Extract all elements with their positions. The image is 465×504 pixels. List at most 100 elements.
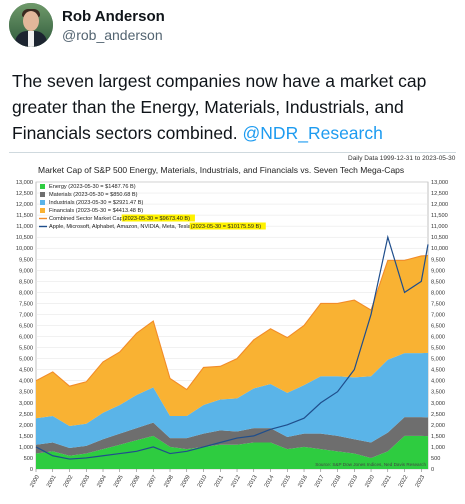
chart-source: Source: S&P Dow Jones Indices, Ned Davis… xyxy=(315,462,426,467)
y-tick-left: 9,500 xyxy=(19,257,33,263)
y-tick-right: 0 xyxy=(431,467,434,473)
y-tick-right: 2,500 xyxy=(431,412,445,418)
y-tick-left: 9,000 xyxy=(19,268,33,274)
x-tick-label: 2008 xyxy=(163,474,175,488)
y-tick-left: 12,500 xyxy=(16,191,33,197)
x-tick-label: 2019 xyxy=(348,474,360,488)
y-tick-right: 11,000 xyxy=(431,224,448,230)
y-tick-right: 9,500 xyxy=(431,257,445,263)
legend-value-highlight: (2023-05-30 = $10175.59 B) xyxy=(191,224,262,230)
x-tick-label: 2011 xyxy=(214,475,225,489)
x-tick-label: 2006 xyxy=(130,474,142,488)
x-tick-label: 2015 xyxy=(281,474,293,488)
y-tick-right: 2,000 xyxy=(431,423,445,429)
x-tick-label: 2009 xyxy=(180,474,192,488)
y-tick-left: 7,000 xyxy=(19,312,33,318)
y-tick-left: 3,000 xyxy=(19,401,33,407)
y-tick-right: 4,000 xyxy=(431,379,445,385)
y-tick-left: 8,500 xyxy=(19,279,33,285)
x-tick-label: 2021 xyxy=(381,474,393,488)
legend-value-highlight: (2023-05-30 = $9673.40 B) xyxy=(123,216,190,222)
x-tick-label: 2005 xyxy=(113,474,125,488)
x-tick-label: 2022 xyxy=(398,474,410,488)
y-tick-right: 8,500 xyxy=(431,279,445,285)
y-tick-right: 10,000 xyxy=(431,246,448,252)
y-tick-left: 1,000 xyxy=(19,445,33,451)
y-tick-left: 10,000 xyxy=(16,246,33,252)
y-tick-right: 6,500 xyxy=(431,324,445,330)
y-tick-left: 5,000 xyxy=(19,357,33,363)
tweet-header: Rob Anderson @rob_anderson xyxy=(0,0,465,56)
y-tick-right: 1,000 xyxy=(431,445,445,451)
x-tick-label: 2012 xyxy=(230,474,242,488)
y-tick-right: 12,500 xyxy=(431,191,448,197)
x-tick-label: 2007 xyxy=(147,474,159,488)
y-tick-left: 7,500 xyxy=(19,301,33,307)
author-handle[interactable]: @rob_anderson xyxy=(62,27,163,43)
legend-label: Materials (2023-05-30 = $850.68 B) xyxy=(49,192,138,198)
y-tick-right: 3,000 xyxy=(431,401,445,407)
y-tick-left: 500 xyxy=(24,456,33,462)
legend-swatch xyxy=(40,208,45,213)
x-tick-label: 2023 xyxy=(415,474,427,488)
y-tick-right: 4,500 xyxy=(431,368,445,374)
legend-label: Energy (2023-05-30 = $1487.76 B) xyxy=(49,184,136,190)
legend-swatch xyxy=(40,200,45,205)
y-tick-right: 10,500 xyxy=(431,235,448,241)
tweet-body: The seven largest companies now have a m… xyxy=(12,71,427,143)
avatar[interactable] xyxy=(9,3,53,47)
y-tick-right: 9,000 xyxy=(431,268,445,274)
x-tick-label: 2001 xyxy=(46,474,58,488)
x-tick-label: 2003 xyxy=(80,474,92,488)
y-tick-left: 13,000 xyxy=(16,180,33,186)
x-tick-label: 2014 xyxy=(264,474,276,489)
x-tick-label: 2017 xyxy=(314,474,326,488)
y-tick-left: 2,000 xyxy=(19,423,33,429)
y-tick-right: 3,500 xyxy=(431,390,445,396)
y-tick-right: 8,000 xyxy=(431,290,445,296)
y-tick-right: 7,500 xyxy=(431,301,445,307)
y-tick-left: 3,500 xyxy=(19,390,33,396)
y-tick-right: 13,000 xyxy=(431,180,448,186)
x-tick-label: 2000 xyxy=(29,474,41,488)
y-tick-left: 0 xyxy=(30,467,33,473)
mega-caps-line xyxy=(35,234,429,460)
x-tick-label: 2002 xyxy=(63,474,75,488)
y-tick-left: 1,500 xyxy=(19,434,33,440)
mention-link[interactable]: @NDR_Research xyxy=(242,123,383,143)
y-tick-left: 8,000 xyxy=(19,290,33,296)
legend-highlight xyxy=(189,222,266,230)
y-tick-right: 5,500 xyxy=(431,346,445,352)
y-tick-right: 11,500 xyxy=(431,213,448,219)
legend-label: Industrials (2023-05-30 = $2921.47 B) xyxy=(49,200,144,206)
combined-sector-line xyxy=(35,254,429,391)
y-tick-right: 12,000 xyxy=(431,202,448,208)
area-industrials xyxy=(36,352,428,449)
y-tick-right: 6,000 xyxy=(431,335,445,341)
y-tick-left: 11,000 xyxy=(16,224,33,230)
y-tick-left: 6,500 xyxy=(19,324,33,330)
area-materials xyxy=(36,417,428,458)
x-tick-label: 2020 xyxy=(364,474,376,488)
x-tick-label: 2004 xyxy=(96,474,108,489)
area-financials xyxy=(36,255,428,426)
legend-label: Apple, Microsoft, Alphabet, Amazon, NVID… xyxy=(49,224,192,230)
y-tick-right: 7,000 xyxy=(431,312,445,318)
legend-swatch xyxy=(40,184,45,189)
y-tick-left: 6,000 xyxy=(19,335,33,341)
y-tick-left: 2,500 xyxy=(19,412,33,418)
x-tick-label: 2010 xyxy=(197,474,209,488)
author-name[interactable]: Rob Anderson xyxy=(62,8,165,25)
legend-label: Financials (2023-05-30 = $4413.48 B) xyxy=(49,208,143,214)
y-tick-right: 500 xyxy=(431,456,440,462)
chart-daily-data: Daily Data 1999-12-31 to 2023-05-30 xyxy=(348,155,456,162)
y-tick-left: 4,000 xyxy=(19,379,33,385)
y-tick-right: 1,500 xyxy=(431,434,445,440)
y-tick-left: 4,500 xyxy=(19,368,33,374)
y-tick-left: 12,000 xyxy=(16,202,33,208)
y-tick-left: 5,500 xyxy=(19,346,33,352)
chart-title: Market Cap of S&P 500 Energy, Materials,… xyxy=(38,165,405,175)
tweet-text: The seven largest companies now have a m… xyxy=(12,68,457,146)
legend-swatch xyxy=(40,192,45,197)
